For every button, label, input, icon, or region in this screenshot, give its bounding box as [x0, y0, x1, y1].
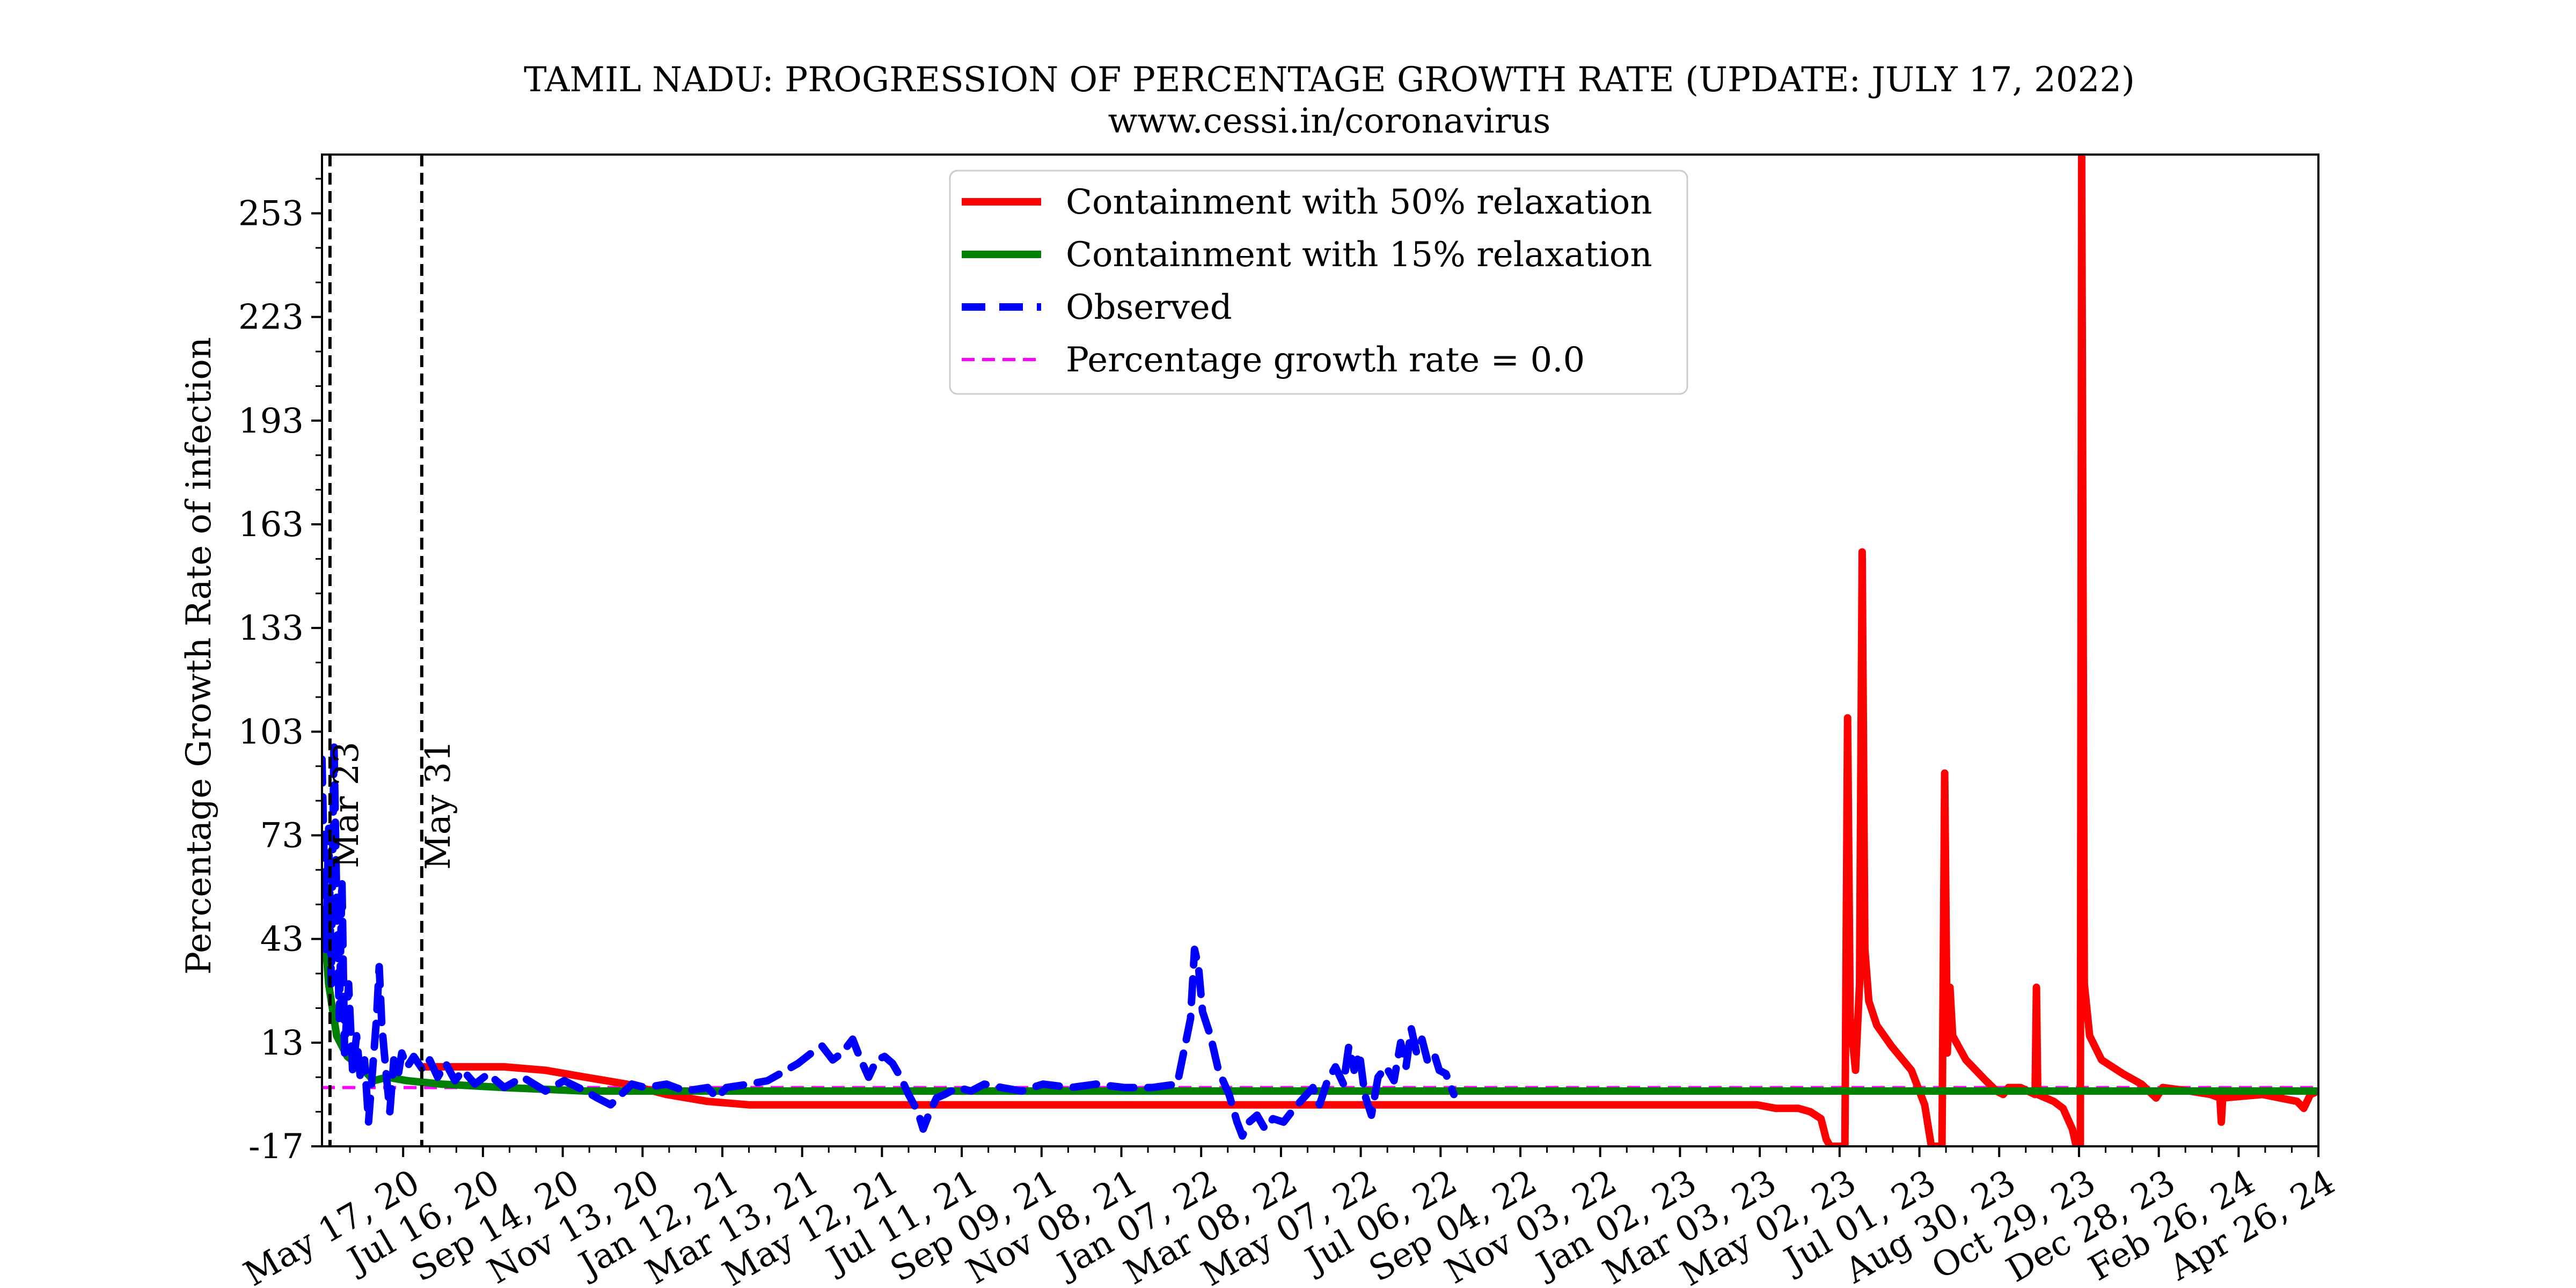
vline-label-may-31: May 31	[419, 740, 458, 870]
y-tick-label: 253	[238, 194, 304, 233]
y-tick-label: 103	[238, 712, 304, 752]
y-tick-label: 133	[238, 609, 304, 648]
legend-label: Observed	[1066, 288, 1232, 327]
y-tick-label: 13	[260, 1023, 304, 1063]
y-tick-label: 43	[260, 920, 304, 960]
chart-title: TAMIL NADU: PROGRESSION OF PERCENTAGE GR…	[524, 60, 2135, 100]
y-tick-label: -17	[248, 1127, 304, 1167]
y-tick-label: 223	[238, 298, 304, 338]
plot-frame	[321, 153, 2319, 1147]
vline-label-mar-23: Mar 23	[327, 742, 367, 868]
legend-label: Containment with 15% relaxation	[1066, 235, 1652, 275]
legend-box	[949, 170, 1688, 395]
series-layer	[322, 155, 2318, 1146]
legend-label: Containment with 50% relaxation	[1066, 182, 1652, 222]
series-line-observed	[322, 738, 1458, 1140]
chart-subtitle: www.cessi.in/coronavirus	[1108, 101, 1551, 141]
legend-label: Percentage growth rate = 0.0	[1066, 340, 1585, 380]
y-tick-label: 163	[238, 505, 304, 545]
y-tick-label: 73	[260, 816, 304, 855]
legend: Containment with 50% relaxation Containme…	[949, 170, 1688, 395]
y-axis-label: Percentage Growth Rate of infection	[179, 337, 219, 975]
y-axis: -17 13 43 73 103 133 163 193 223 253	[238, 178, 322, 1167]
vline-layer: Mar 23 May 31	[327, 155, 458, 1146]
y-tick-label: 193	[238, 401, 304, 441]
